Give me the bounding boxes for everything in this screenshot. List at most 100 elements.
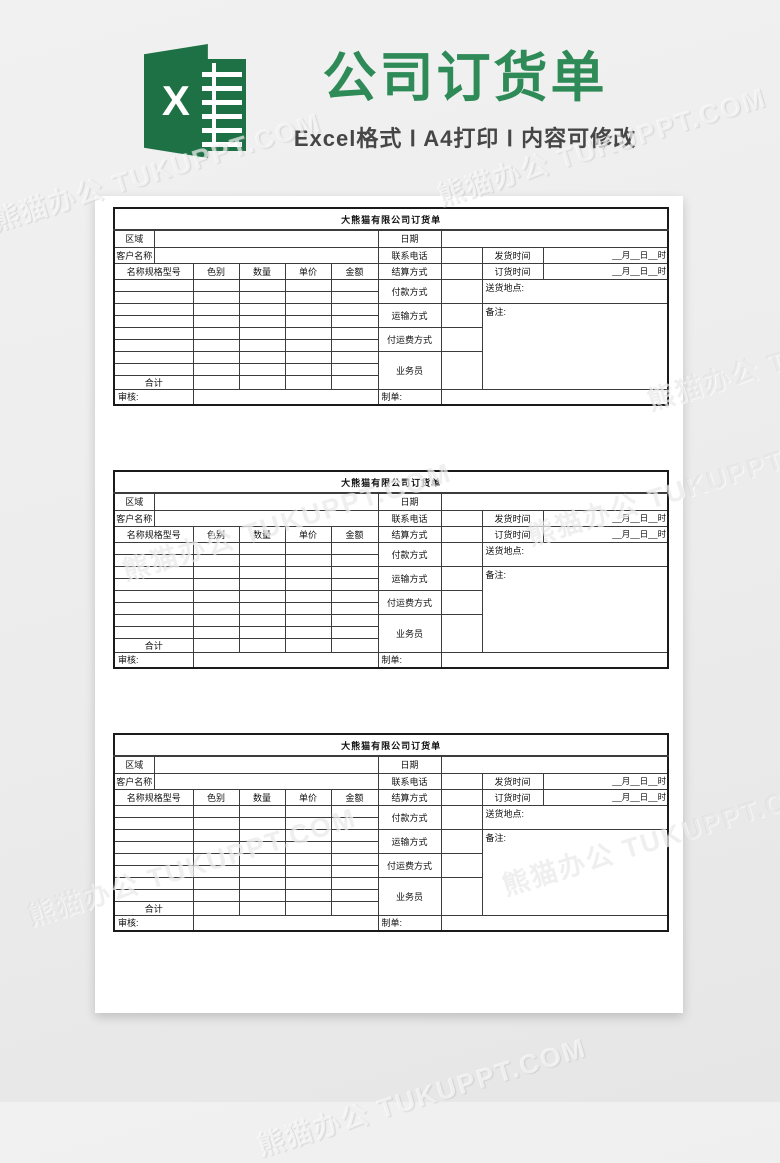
empty-cell <box>192 900 240 916</box>
excel-logo-grid <box>197 59 246 151</box>
ship-time-placeholder: __月__日__时 <box>542 509 669 527</box>
empty-cell <box>192 625 240 639</box>
date-label: 日期 <box>377 492 442 511</box>
empty-cell <box>113 613 194 627</box>
empty-cell <box>192 565 240 579</box>
empty-cell <box>113 338 194 352</box>
ship-time-placeholder: __月__日__时 <box>542 246 669 264</box>
remarks-cell: 备注: <box>481 828 669 916</box>
salesman-label: 业务员 <box>377 876 442 916</box>
region-label: 区域 <box>113 492 155 511</box>
empty-cell <box>330 876 379 890</box>
region-value-cell <box>153 755 379 774</box>
order-time-placeholder: __月__日__时 <box>542 262 669 280</box>
empty-cell <box>330 864 379 878</box>
empty-cell <box>113 541 194 555</box>
empty-cell <box>330 374 379 390</box>
empty-cell <box>238 278 286 292</box>
empty-cell <box>238 828 286 842</box>
order-time-placeholder: __月__日__时 <box>542 525 669 543</box>
col-header-color: 色别 <box>192 262 240 280</box>
freight-payment-label: 付运费方式 <box>377 326 442 352</box>
col-header-color: 色别 <box>192 788 240 806</box>
empty-cell <box>330 565 379 579</box>
empty-cell <box>113 350 194 364</box>
region-label: 区域 <box>113 755 155 774</box>
empty-cell <box>330 888 379 902</box>
ship-time-label: 发货时间 <box>481 772 544 790</box>
salesman-label: 业务员 <box>377 350 442 390</box>
empty-cell <box>238 374 286 390</box>
customer-name-label: 客户名称 <box>113 772 155 790</box>
empty-cell <box>113 326 194 340</box>
empty-cell <box>113 362 194 376</box>
empty-cell <box>284 362 332 376</box>
excel-logo-letter: X <box>161 77 190 124</box>
transport-method-label: 运输方式 <box>377 565 442 591</box>
maker-label: 制单: <box>377 914 442 932</box>
empty-cell <box>284 338 332 352</box>
settle-method-value-cell <box>440 788 483 806</box>
empty-cell <box>192 852 240 866</box>
empty-cell <box>238 840 286 854</box>
empty-cell <box>284 374 332 390</box>
empty-cell <box>113 864 194 878</box>
ship-time-label: 发货时间 <box>481 246 544 264</box>
reviewer-label: 审核: <box>113 914 194 932</box>
empty-cell <box>238 637 286 653</box>
empty-cell <box>192 828 240 842</box>
empty-cell <box>330 613 379 627</box>
col-header-amount: 金额 <box>330 262 379 280</box>
empty-cell <box>192 804 240 818</box>
empty-cell <box>330 314 379 328</box>
empty-cell <box>330 362 379 376</box>
empty-cell <box>330 278 379 292</box>
empty-cell <box>330 637 379 653</box>
col-header-qty: 数量 <box>238 788 286 806</box>
contact-phone-label: 联系电话 <box>377 772 442 790</box>
empty-cell <box>192 613 240 627</box>
contact-phone-label: 联系电话 <box>377 246 442 264</box>
customer-name-value-cell <box>153 509 379 527</box>
empty-cell <box>238 888 286 902</box>
a4-sheet: 大熊猫有限公司订货单 区域 日期 客户名称 联系电话 发货时间 __月__日__… <box>95 196 683 1013</box>
date-value-cell <box>440 755 669 774</box>
freight-payment-value-cell <box>440 589 483 615</box>
maker-value-cell <box>440 388 669 406</box>
empty-cell <box>113 577 194 591</box>
salesman-value-cell <box>440 876 483 916</box>
empty-cell <box>238 876 286 890</box>
settle-method-label: 结算方式 <box>377 262 442 280</box>
form-title: 大熊猫有限公司订货单 <box>113 207 669 231</box>
promo-header: X 公司订货单 Excel格式 Ⅰ A4打印 Ⅰ 内容可修改 <box>0 0 780 196</box>
order-time-label: 订货时间 <box>481 525 544 543</box>
col-header-amount: 金额 <box>330 525 379 543</box>
empty-cell <box>330 804 379 818</box>
order-time-placeholder: __月__日__时 <box>542 788 669 806</box>
empty-cell <box>330 541 379 555</box>
excel-logo-cover: X <box>143 44 208 158</box>
freight-payment-label: 付运费方式 <box>377 589 442 615</box>
empty-cell <box>330 840 379 854</box>
col-header-amount: 金额 <box>330 788 379 806</box>
empty-cell <box>238 314 286 328</box>
empty-cell <box>238 553 286 567</box>
settle-method-value-cell <box>440 525 483 543</box>
empty-cell <box>238 589 286 603</box>
watermark: 熊猫办公 TUKUPPT.COM <box>253 1032 591 1162</box>
empty-cell <box>330 900 379 916</box>
empty-cell <box>192 589 240 603</box>
payment-method-label: 付款方式 <box>377 804 442 830</box>
maker-value-cell <box>440 651 669 669</box>
empty-cell <box>192 840 240 854</box>
empty-cell <box>113 553 194 567</box>
empty-cell <box>284 852 332 866</box>
empty-cell <box>284 637 332 653</box>
empty-cell <box>192 553 240 567</box>
reviewer-value-cell <box>192 651 379 669</box>
maker-label: 制单: <box>377 651 442 669</box>
empty-cell <box>238 350 286 364</box>
empty-cell <box>113 589 194 603</box>
empty-cell <box>192 864 240 878</box>
